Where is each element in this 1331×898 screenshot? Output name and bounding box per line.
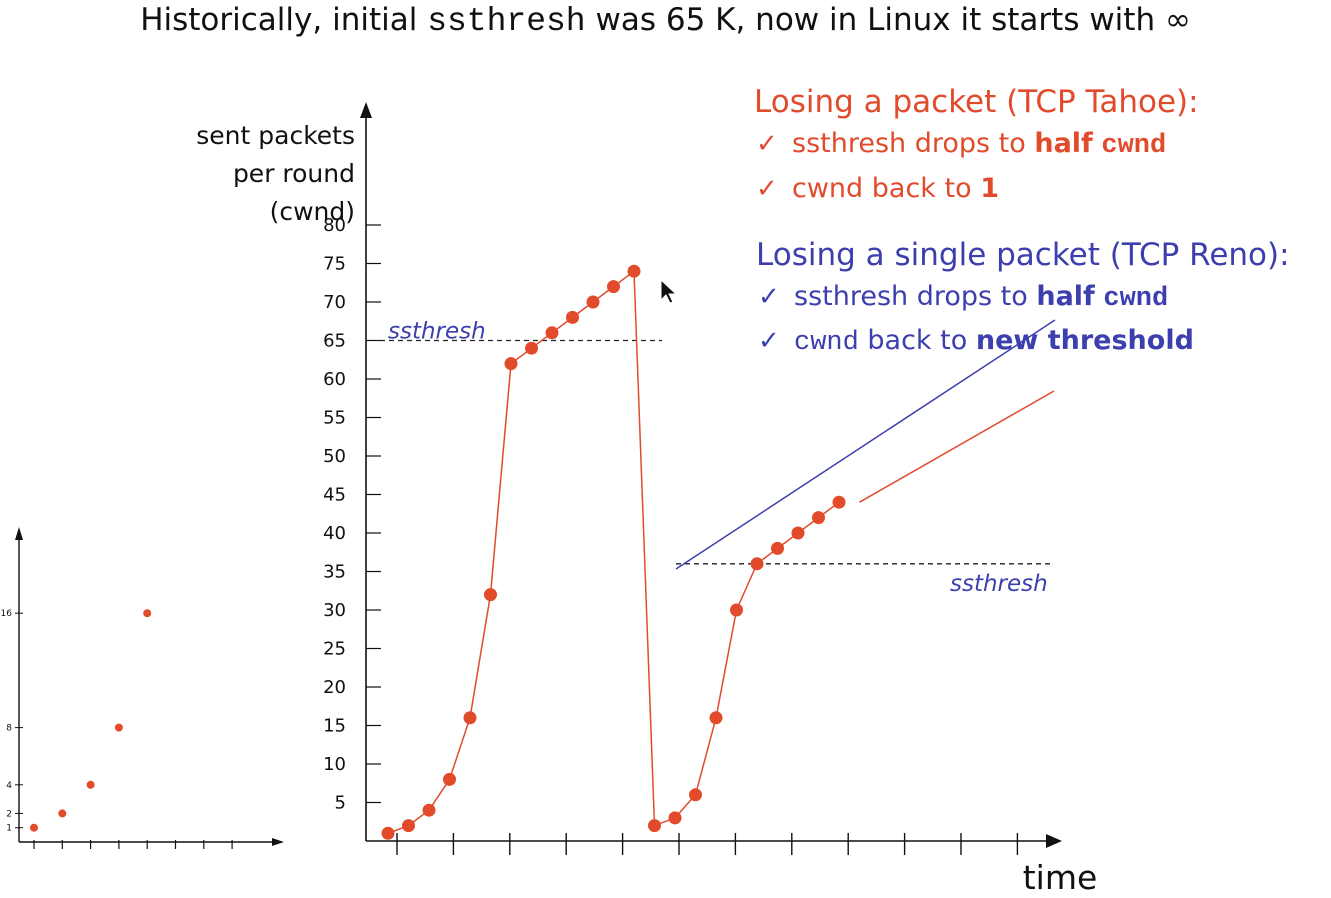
tahoe-series-line (387, 269, 840, 835)
tahoe-point (402, 819, 415, 833)
inset-y-tick-label: 16 (1, 609, 13, 619)
y-tick-label: 15 (323, 716, 346, 737)
y-tick-label: 50 (323, 446, 346, 467)
tahoe-item-1: ✓ ssthresh drops to half cwnd (756, 128, 1166, 162)
check-icon: ✓ (758, 326, 780, 356)
inset-y-tick-label: 1 (6, 824, 12, 834)
tahoe-point (627, 264, 641, 278)
reno-heading: Losing a single packet (TCP Reno): (756, 237, 1290, 273)
tahoe-point (812, 511, 825, 525)
y-axis-label: per round (233, 159, 355, 188)
tahoe-point (689, 788, 702, 802)
tahoe-extension-line (859, 390, 1055, 503)
inset-y-tick-label: 2 (6, 809, 12, 819)
x-axis-arrow (1046, 834, 1062, 848)
ssthresh-label: ssthresh (950, 571, 1048, 597)
reno-item-2-text: back to (858, 325, 976, 356)
tahoe-point (381, 826, 395, 840)
reno-line (675, 319, 1056, 570)
y-tick-label: 35 (323, 562, 346, 583)
reno-item-1-code: cwnd (1103, 284, 1169, 314)
y-tick-label: 10 (323, 754, 346, 775)
inset-y-tick-label: 4 (6, 781, 12, 791)
slide-title: Historically, initial ssthresh was 65 K,… (0, 0, 1331, 42)
tahoe-point (586, 295, 600, 309)
reno-item-2-bold: new threshold (975, 325, 1194, 356)
inset-y-tick-label: 8 (6, 724, 12, 734)
tahoe-item-2-text: cwnd back to (792, 173, 981, 204)
tahoe-point (422, 803, 436, 817)
inset-x-axis-arrow (272, 838, 284, 846)
title-suffix: was 65 K, now in Linux it starts with ∞ (595, 2, 1191, 38)
y-tick-label: 80 (323, 215, 346, 236)
tahoe-point (791, 526, 805, 540)
inset-point (58, 809, 67, 818)
y-tick-label: 70 (323, 292, 346, 313)
inset-point (114, 723, 123, 732)
tahoe-point (545, 326, 559, 340)
ssthresh-label: ssthresh (388, 319, 486, 345)
tahoe-point (832, 495, 846, 509)
tahoe-point (525, 341, 538, 355)
reno-item-1: ✓ ssthresh drops to half cwnd (758, 281, 1168, 315)
y-axis-label: (cwnd) (270, 197, 355, 226)
y-tick-label: 40 (323, 523, 346, 544)
tahoe-point (709, 711, 723, 725)
tahoe-point (668, 811, 682, 825)
inset-point (143, 609, 152, 618)
tahoe-point (730, 603, 743, 617)
tahoe-item-1-code: cwnd (1101, 131, 1167, 161)
y-tick-label: 60 (323, 369, 346, 390)
tahoe-item-1-text: ssthresh drops to (792, 128, 1035, 159)
tahoe-item-2-bold: 1 (980, 173, 999, 204)
tahoe-point (504, 357, 518, 371)
tahoe-point (648, 819, 661, 833)
title-code: ssthresh (427, 3, 586, 40)
y-tick-label: 75 (323, 254, 346, 275)
inset-point (30, 823, 38, 832)
inset-y-axis-arrow (15, 527, 23, 540)
y-axis-arrow (360, 102, 372, 118)
y-axis-label: sent packets (196, 121, 355, 150)
tahoe-item-1-bold: half (1034, 128, 1093, 159)
y-tick-label: 45 (323, 485, 346, 506)
tahoe-point (566, 310, 579, 324)
y-tick-label: 65 (323, 331, 346, 352)
title-prefix: Historically, initial (140, 2, 418, 38)
tahoe-item-2: ✓ cwnd back to 1 (756, 173, 999, 205)
tahoe-point (484, 588, 497, 602)
y-tick-label: 5 (335, 793, 346, 814)
tahoe-point (443, 772, 456, 786)
tahoe-point (750, 557, 764, 571)
reno-item-1-bold: half (1036, 281, 1095, 312)
y-tick-label: 55 (323, 408, 346, 429)
reno-item-1-text: ssthresh drops to (794, 281, 1037, 312)
tahoe-point (463, 711, 477, 725)
tahoe-heading: Losing a packet (TCP Tahoe): (754, 84, 1199, 120)
reno-item-2: ✓ cwnd back to new threshold (758, 325, 1194, 359)
y-tick-label: 20 (323, 677, 346, 698)
x-axis-label: time (1023, 858, 1098, 897)
check-icon: ✓ (758, 282, 780, 312)
check-icon: ✓ (756, 174, 778, 204)
y-tick-label: 25 (323, 639, 346, 660)
tahoe-point (771, 541, 784, 555)
tahoe-point (607, 280, 620, 294)
inset-point (86, 780, 95, 789)
reno-item-2-code: cwnd (794, 328, 859, 358)
y-tick-label: 30 (323, 600, 346, 621)
check-icon: ✓ (756, 129, 778, 159)
